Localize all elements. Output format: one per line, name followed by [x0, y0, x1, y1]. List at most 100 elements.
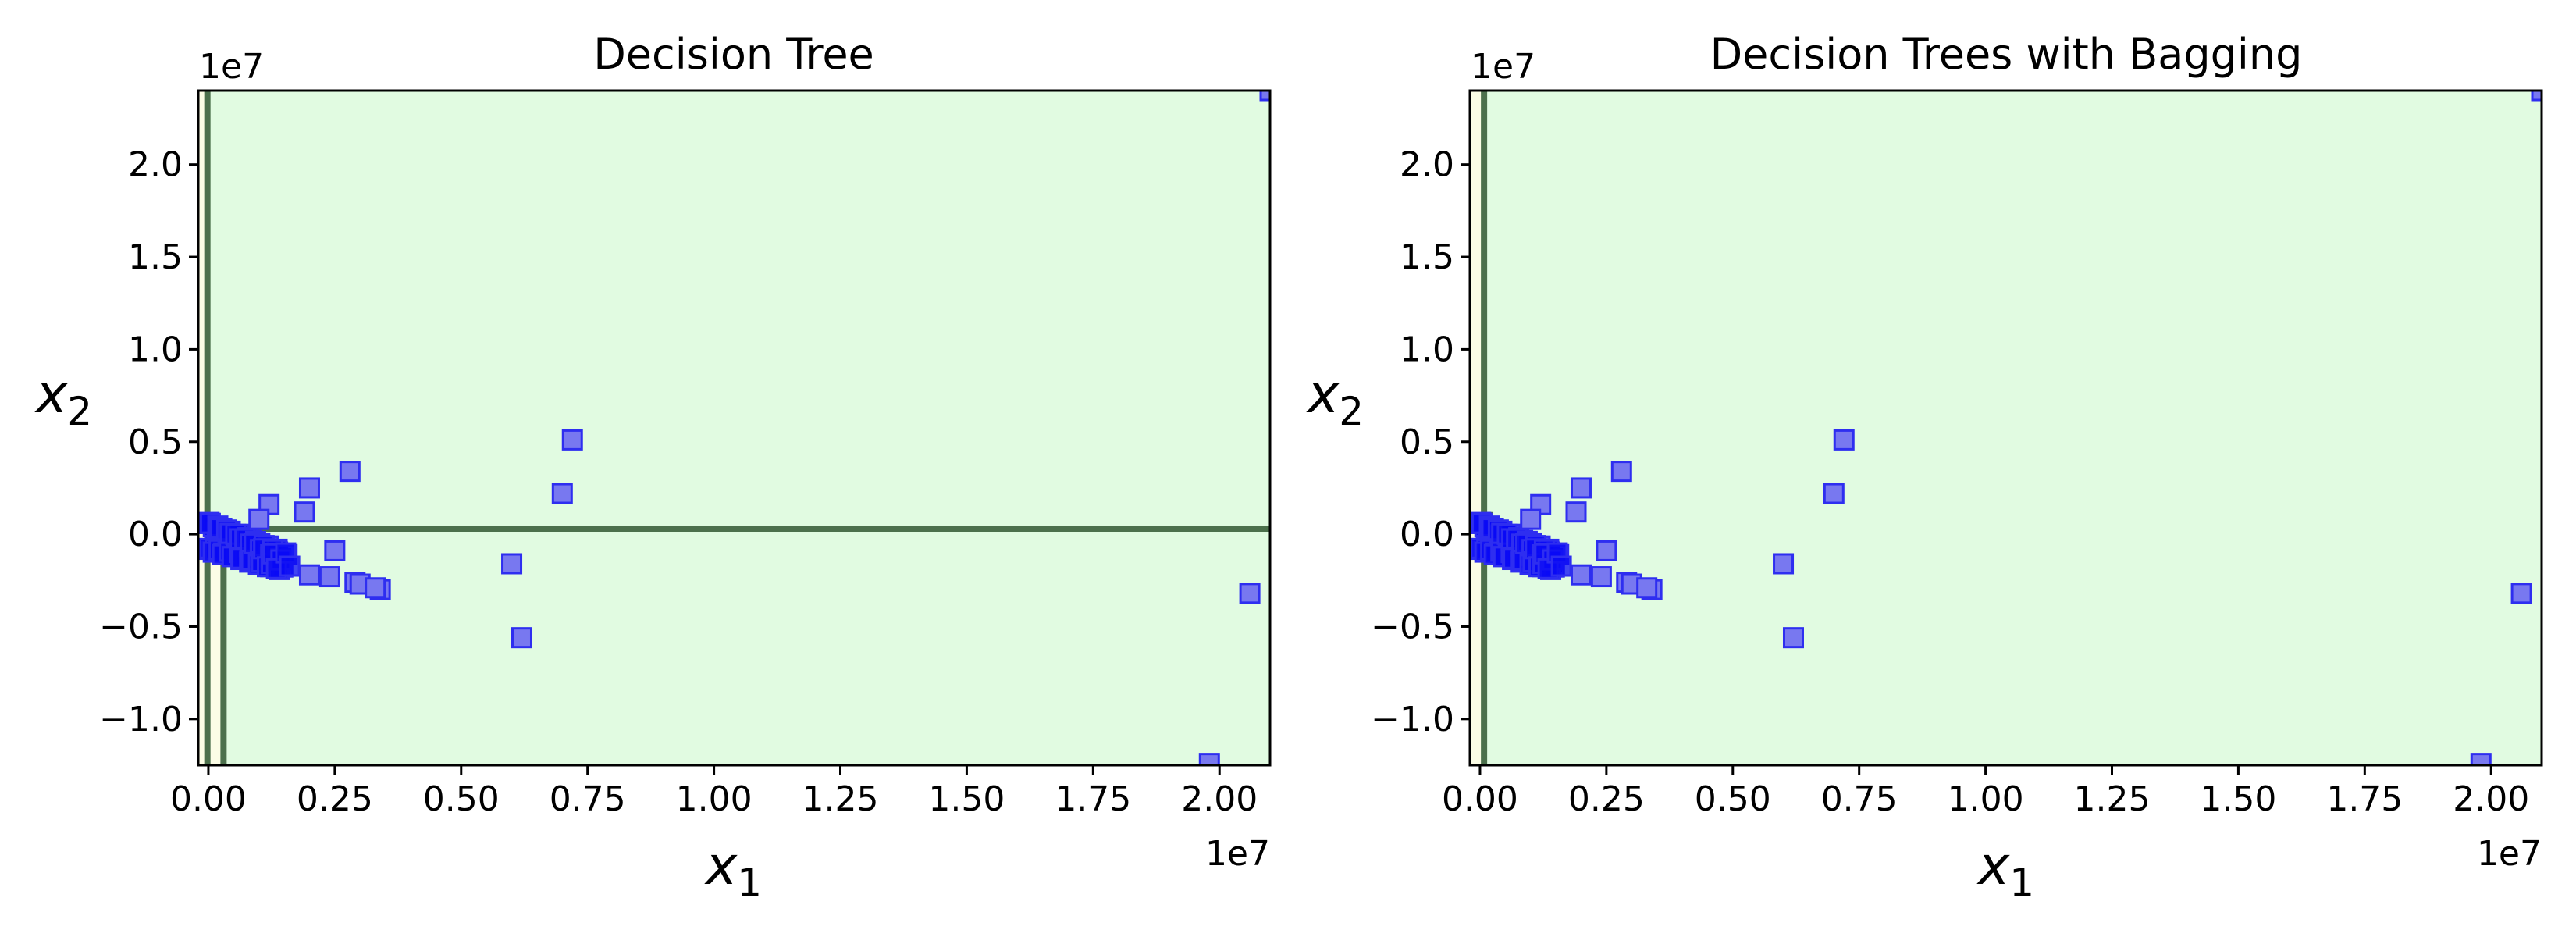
region-background [198, 91, 1270, 765]
x-tick-label: 1.25 [802, 779, 879, 819]
x-tick-label: 0.25 [297, 779, 373, 819]
region-narrow [207, 529, 224, 765]
y-axis-label-main: x [1306, 364, 1340, 426]
x-tick-label: 1.50 [2200, 779, 2276, 819]
y-tick-label: 1.0 [128, 330, 183, 369]
scatter-point [2510, 583, 2532, 604]
scatter-point [1636, 577, 1658, 599]
scatter-point [365, 577, 386, 599]
chart-title: Decision Trees with Bagging [1710, 30, 2303, 79]
scatter-point [1520, 508, 1542, 530]
scatter-point [324, 540, 346, 561]
scatter-point [1773, 553, 1795, 575]
scatter-point [1596, 540, 1617, 561]
x-axis-label-subscript: 1 [2009, 860, 2034, 906]
y-tick-label: 0.0 [128, 515, 183, 554]
scatter-point [1570, 477, 1592, 499]
y-axis-label-subscript: 2 [1339, 389, 1364, 434]
y-tick-label: 0.5 [1400, 422, 1454, 462]
scatter-point [1570, 564, 1592, 586]
region-narrow [1470, 91, 1485, 765]
y-axis-label: x2 [1306, 364, 1364, 434]
decision-boundaries [204, 91, 1270, 765]
scatter-point [511, 627, 532, 649]
panel-decision-tree: Decision Tree 1e7 0.00 0.25 0.50 0.75 1.00 1.… [34, 30, 1272, 906]
scatter-point [551, 483, 573, 504]
y-offset-text: 1e7 [1471, 47, 1535, 87]
y-tick-label: 1.0 [1400, 330, 1454, 369]
dense-cluster [198, 511, 301, 580]
y-tick-label: 1.5 [128, 237, 183, 277]
scatter-point [561, 429, 583, 451]
x-offset-text: 1e7 [1205, 834, 1270, 874]
x-tick-label: 0.75 [1821, 779, 1898, 819]
scatter-point [298, 564, 320, 586]
scatter-point [501, 553, 523, 575]
x-axis-label-subscript: 1 [737, 860, 762, 906]
cluster-point [1550, 555, 1572, 577]
x-tick-label: 0.75 [550, 779, 626, 819]
scatter-points [1520, 91, 2542, 765]
x-tick-label: 1.75 [2326, 779, 2403, 819]
y-tick-label: 0.5 [128, 422, 183, 462]
x-tick-label: 1.25 [2074, 779, 2151, 819]
chart-title: Decision Tree [593, 30, 874, 79]
x-axis-label-main: x [1976, 835, 2010, 897]
x-axis-label: x1 [704, 835, 762, 906]
x-ticks: 0.00 0.25 0.50 0.75 1.00 1.25 1.50 1.75 2.00 [170, 765, 1258, 819]
scatter-point [1565, 501, 1587, 523]
y-axis-label-main: x [34, 364, 68, 426]
y-offset-text: 1e7 [199, 47, 264, 87]
scatter-point [1590, 566, 1612, 588]
x-tick-label: 1.00 [676, 779, 753, 819]
y-ticks: −1.0 −0.5 0.0 0.5 1.0 1.5 2.0 [1371, 145, 1470, 739]
y-tick-label: −0.5 [99, 607, 183, 647]
scatter-point [1259, 91, 1270, 102]
x-tick-label: 0.00 [1442, 779, 1518, 819]
y-tick-label: −0.5 [1371, 607, 1454, 647]
decision-regions [1470, 91, 2542, 765]
y-tick-label: 1.5 [1400, 237, 1454, 277]
scatter-point [1782, 627, 1804, 649]
scatter-point [2531, 91, 2542, 102]
scatter-point [318, 566, 340, 588]
x-tick-label: 0.50 [423, 779, 500, 819]
x-tick-label: 1.00 [1948, 779, 2024, 819]
scatter-point [1239, 583, 1261, 604]
scatter-points [248, 91, 1270, 765]
scatter-point [248, 508, 270, 530]
y-tick-label: −1.0 [1371, 700, 1454, 739]
dense-cluster [1470, 511, 1572, 580]
x-tick-label: 0.00 [170, 779, 247, 819]
x-axis-label: x1 [1976, 835, 2034, 906]
x-tick-label: 0.50 [1695, 779, 1771, 819]
y-tick-label: −1.0 [99, 700, 183, 739]
x-tick-label: 2.00 [2453, 779, 2529, 819]
cluster-point [279, 555, 301, 577]
y-axis-label: x2 [34, 364, 92, 434]
x-offset-text: 1e7 [2477, 834, 2542, 874]
scatter-point [1198, 753, 1220, 765]
y-tick-label: 0.0 [1400, 515, 1454, 554]
scatter-point [1823, 483, 1845, 504]
y-tick-label: 2.0 [1400, 145, 1454, 185]
region-background [1470, 91, 2542, 765]
plot-frame [1468, 89, 2543, 767]
y-axis-label-subscript: 2 [67, 389, 92, 434]
panel-decision-trees-bagging: Decision Trees with Bagging 1e7 0.00 0.25… [1306, 30, 2543, 906]
scatter-point [294, 501, 315, 523]
scatter-point [1833, 429, 1855, 451]
x-tick-label: 1.50 [928, 779, 1005, 819]
x-axis-label-main: x [704, 835, 738, 897]
x-tick-label: 2.00 [1181, 779, 1258, 819]
decision-regions [198, 91, 1270, 765]
scatter-point [339, 461, 361, 483]
x-tick-label: 1.75 [1055, 779, 1131, 819]
region-narrow [198, 91, 208, 765]
plot-frame [197, 89, 1272, 767]
x-ticks: 0.00 0.25 0.50 0.75 1.00 1.25 1.50 1.75 2.00 [1442, 765, 2529, 819]
y-tick-label: 2.0 [128, 145, 183, 185]
scatter-point [1610, 461, 1632, 483]
x-tick-label: 0.25 [1568, 779, 1645, 819]
